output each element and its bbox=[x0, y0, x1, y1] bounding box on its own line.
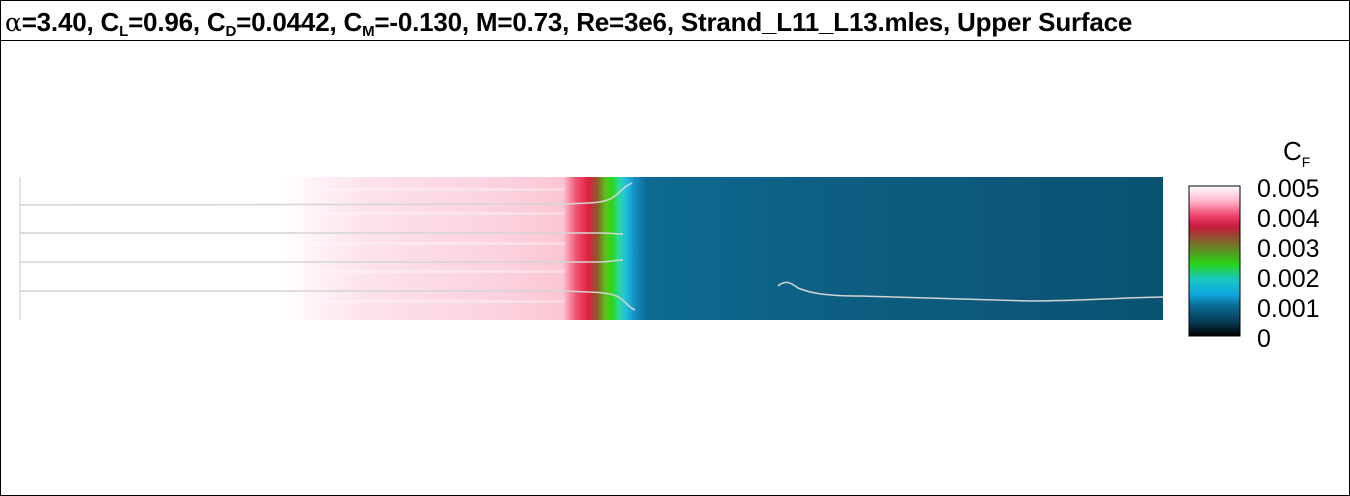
cl-value: =0.96, bbox=[128, 7, 207, 37]
cd-letter: C bbox=[206, 7, 226, 37]
colorbar-label: 0.003 bbox=[1257, 235, 1320, 263]
colorbar-label: 0.002 bbox=[1257, 265, 1320, 293]
surface-banding bbox=[285, 188, 565, 303]
cd-value: =0.0442, bbox=[236, 7, 344, 37]
colorbar-label: 0.004 bbox=[1257, 205, 1320, 233]
colorbar-label: 0.001 bbox=[1257, 295, 1320, 323]
streamline bbox=[19, 182, 633, 206]
streamline bbox=[777, 281, 1164, 302]
cd-subscript: D bbox=[225, 23, 237, 40]
alpha-symbol: α bbox=[5, 8, 22, 37]
title-bar: α=3.40, CL=0.96, CD=0.0442, CM=-0.130, M… bbox=[1, 1, 1349, 41]
alpha-value: =3.40, bbox=[21, 7, 101, 37]
plot-title: α=3.40, CL=0.96, CD=0.0442, CM=-0.130, M… bbox=[5, 7, 1132, 40]
streamline bbox=[20, 259, 624, 263]
streamline bbox=[20, 290, 636, 311]
cm-letter: C bbox=[343, 7, 363, 37]
colorbar-title-letter: C bbox=[1283, 136, 1302, 166]
colorbar-title-subscript: F bbox=[1301, 154, 1311, 170]
colorbar-label: 0 bbox=[1257, 325, 1271, 353]
cl-subscript: L bbox=[119, 23, 129, 40]
streamlines bbox=[19, 182, 1164, 311]
cm-subscript: M bbox=[362, 23, 375, 40]
streamline bbox=[20, 232, 624, 235]
cl-letter: C bbox=[100, 7, 120, 37]
cm-value: =-0.130, M=0.73, Re=3e6, Strand_L11_L13.… bbox=[374, 7, 1133, 37]
colorbar bbox=[1188, 185, 1241, 337]
colorbar-title: CF bbox=[1283, 136, 1310, 170]
colorbar-label: 0.005 bbox=[1257, 175, 1320, 203]
wing-surface bbox=[20, 177, 1163, 320]
